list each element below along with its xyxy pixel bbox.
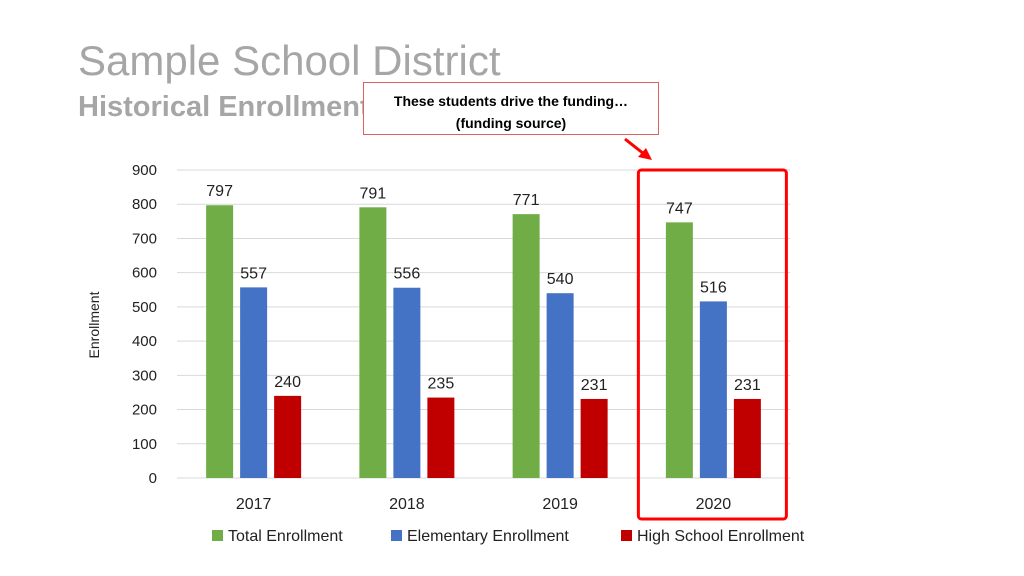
grid-lines [177, 169, 790, 479]
bar-2020-series-1 [699, 301, 727, 478]
callout-arrow [624, 137, 652, 160]
bar-2017-series-0 [206, 205, 234, 478]
data-label: 556 [394, 266, 421, 283]
bar-2018-series-2 [427, 397, 455, 478]
bar-2019-series-2 [580, 398, 608, 478]
data-label: 557 [240, 265, 267, 282]
data-labels: 797 557 240 791 556 235 771 540 231 747 516 231 [206, 183, 761, 394]
x-category-label: 2017 [236, 496, 272, 513]
bar-2017-series-1 [240, 287, 268, 478]
y-axis-label: Enrollment [86, 291, 102, 358]
legend-label: Elementary Enrollment [407, 528, 569, 545]
data-label: 771 [513, 192, 540, 209]
x-category-label: 2018 [389, 496, 425, 513]
y-tick-label: 0 [149, 470, 157, 487]
data-label: 516 [700, 279, 727, 296]
bar-2017-series-2 [274, 395, 302, 478]
y-tick-label: 100 [132, 436, 157, 453]
y-axis-ticks: 0 100 200 300 400 500 600 700 800 900 [132, 162, 157, 487]
x-axis-categories: 2017 2018 2019 2020 [236, 496, 731, 513]
legend-swatch [391, 530, 402, 541]
legend-swatch [212, 530, 223, 541]
bar-2020-series-2 [733, 398, 761, 478]
data-label: 791 [360, 185, 387, 202]
legend: Total Enrollment Elementary Enrollment Hig… [212, 528, 805, 545]
y-tick-label: 500 [132, 299, 157, 316]
y-tick-label: 400 [132, 333, 157, 350]
page-subtitle: Historical Enrollment [78, 91, 370, 123]
x-category-label: 2020 [696, 496, 732, 513]
data-label: 231 [581, 377, 608, 394]
bar-2020-series-0 [665, 222, 693, 478]
highlight-box [636, 168, 788, 521]
data-label: 235 [428, 376, 455, 393]
legend-label: High School Enrollment [637, 528, 805, 545]
y-tick-label: 900 [132, 162, 157, 179]
highlight-rectangle [636, 168, 788, 521]
bar-2018-series-1 [393, 287, 421, 478]
legend-swatch [621, 530, 632, 541]
data-label: 747 [666, 200, 693, 217]
legend-label: Total Enrollment [228, 528, 343, 545]
callout-box: These students drive the funding… (fundi… [363, 82, 659, 135]
bar-2018-series-0 [359, 207, 387, 478]
y-tick-label: 800 [132, 196, 157, 213]
y-tick-label: 700 [132, 230, 157, 247]
callout-line-2: (funding source) [455, 115, 567, 131]
data-label: 240 [274, 374, 301, 391]
data-label: 797 [206, 183, 233, 200]
x-category-label: 2019 [542, 496, 578, 513]
data-label: 231 [734, 377, 761, 394]
y-tick-label: 200 [132, 402, 157, 419]
arrow-head [638, 148, 652, 160]
bar-2019-series-1 [546, 293, 574, 478]
bars [206, 205, 761, 478]
bar-2019-series-0 [512, 214, 540, 478]
page-title: Sample School District [78, 37, 501, 84]
y-tick-label: 600 [132, 265, 157, 282]
y-tick-label: 300 [132, 367, 157, 384]
callout-line-1: These students drive the funding… [393, 93, 629, 109]
data-label: 540 [547, 271, 574, 288]
arrow-shaft [624, 137, 645, 156]
